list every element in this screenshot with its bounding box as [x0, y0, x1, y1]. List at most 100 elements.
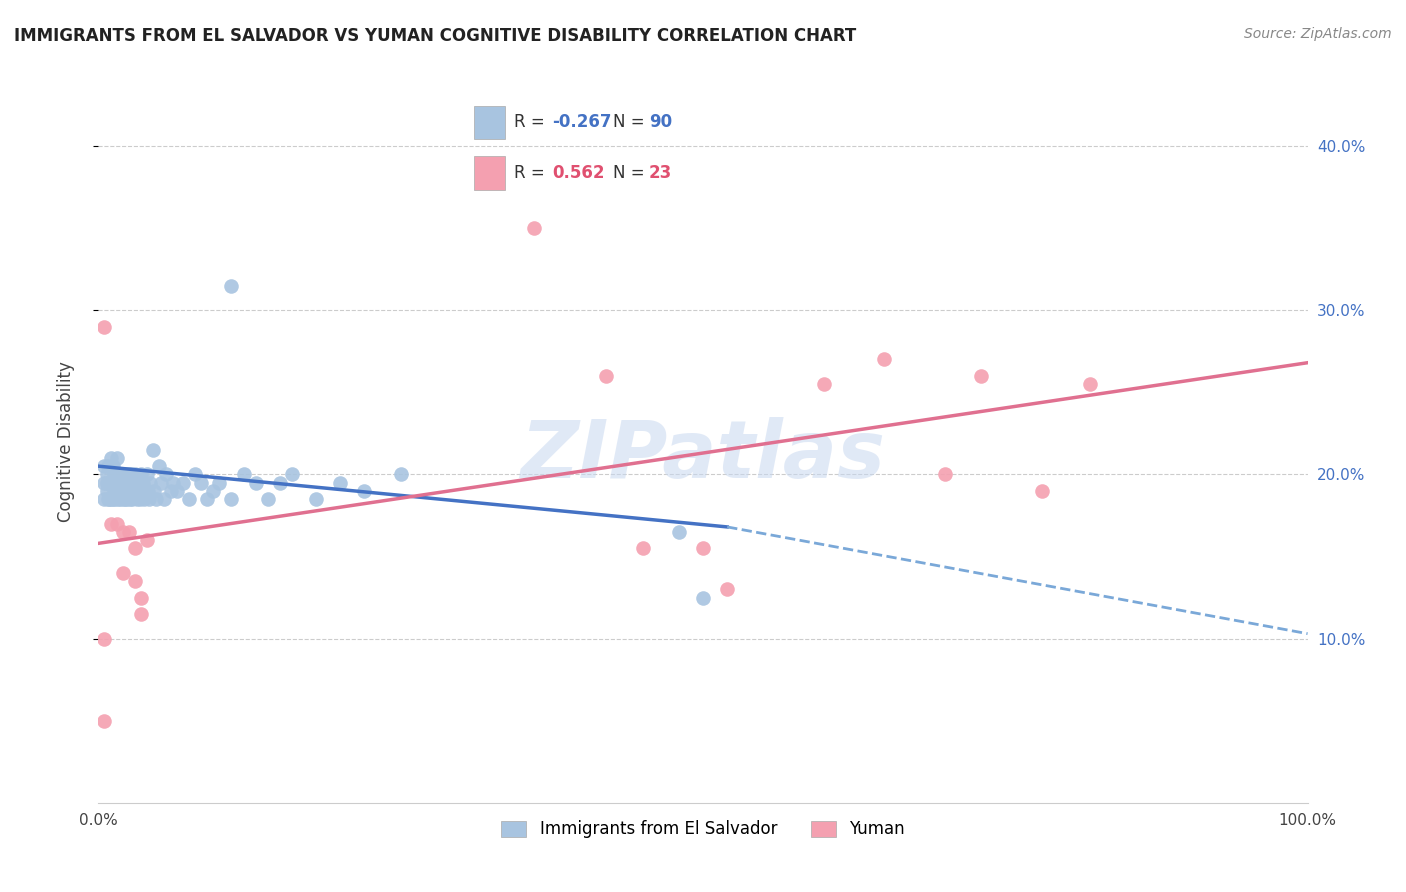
Point: [692, 541, 714, 556]
Point: [138, 491, 160, 506]
Point: [112, 483, 135, 498]
Legend: Immigrants from El Salvador, Yuman: Immigrants from El Salvador, Yuman: [495, 814, 911, 845]
Point: [108, 475, 131, 490]
Point: [118, 467, 141, 482]
Point: [117, 475, 139, 490]
Point: [100, 491, 122, 506]
Point: [970, 368, 993, 383]
Point: [127, 491, 149, 506]
Point: [631, 541, 654, 556]
Point: [110, 483, 132, 498]
Point: [232, 467, 254, 482]
Point: [179, 491, 201, 506]
Point: [195, 491, 218, 506]
Point: [166, 483, 188, 498]
Point: [132, 475, 155, 490]
Point: [100, 450, 122, 465]
Point: [100, 516, 122, 531]
Point: [1031, 483, 1053, 498]
Point: [184, 467, 207, 482]
Point: [135, 467, 157, 482]
Point: [128, 491, 150, 506]
Point: [595, 368, 617, 383]
Point: [101, 459, 124, 474]
Point: [160, 483, 183, 498]
Point: [105, 516, 128, 531]
Point: [101, 475, 124, 490]
Point: [111, 491, 134, 506]
Point: [107, 475, 129, 490]
Point: [121, 491, 143, 506]
Point: [124, 467, 146, 482]
Point: [98, 491, 121, 506]
Point: [221, 491, 243, 506]
Point: [110, 467, 132, 482]
Point: [97, 491, 120, 506]
Point: [118, 491, 141, 506]
Point: [124, 483, 146, 498]
Point: [716, 582, 738, 597]
Point: [111, 475, 134, 490]
Point: [108, 491, 131, 506]
Point: [118, 524, 141, 539]
Point: [117, 491, 139, 506]
Point: [115, 483, 138, 498]
Point: [152, 491, 174, 506]
Point: [269, 475, 291, 490]
Point: [104, 491, 127, 506]
Point: [172, 475, 194, 490]
Point: [139, 475, 162, 490]
Point: [107, 491, 129, 506]
Point: [105, 450, 128, 465]
Point: [692, 591, 714, 605]
Point: [93, 491, 115, 506]
Point: [111, 566, 134, 580]
Point: [93, 632, 115, 646]
Point: [142, 442, 165, 457]
Point: [118, 483, 141, 498]
Point: [98, 475, 121, 490]
Point: [934, 467, 956, 482]
Point: [112, 467, 135, 482]
Point: [135, 533, 157, 547]
Text: ZIPatlas: ZIPatlas: [520, 417, 886, 495]
Point: [134, 491, 156, 506]
Point: [93, 714, 115, 728]
Point: [162, 475, 184, 490]
Point: [96, 467, 118, 482]
Point: [1078, 377, 1101, 392]
Point: [114, 475, 136, 490]
Point: [523, 221, 546, 235]
Point: [121, 475, 143, 490]
Point: [208, 475, 231, 490]
Point: [190, 475, 212, 490]
Point: [100, 475, 122, 490]
Point: [155, 467, 177, 482]
Point: [329, 475, 352, 490]
Point: [118, 475, 141, 490]
Point: [136, 483, 159, 498]
Point: [129, 591, 152, 605]
Point: [131, 483, 153, 498]
Point: [281, 467, 304, 482]
Point: [103, 467, 125, 482]
Point: [150, 475, 173, 490]
Point: [101, 491, 124, 506]
Point: [813, 377, 835, 392]
Point: [120, 483, 142, 498]
Point: [389, 467, 412, 482]
Point: [124, 541, 146, 556]
Point: [127, 475, 149, 490]
Point: [114, 491, 136, 506]
Point: [873, 352, 896, 367]
Point: [124, 574, 146, 588]
Point: [93, 475, 115, 490]
Point: [108, 483, 131, 498]
Point: [245, 475, 267, 490]
Point: [120, 467, 142, 482]
Point: [668, 524, 690, 539]
Point: [105, 475, 128, 490]
Y-axis label: Cognitive Disability: Cognitive Disability: [56, 361, 75, 522]
Point: [108, 467, 131, 482]
Point: [93, 459, 115, 474]
